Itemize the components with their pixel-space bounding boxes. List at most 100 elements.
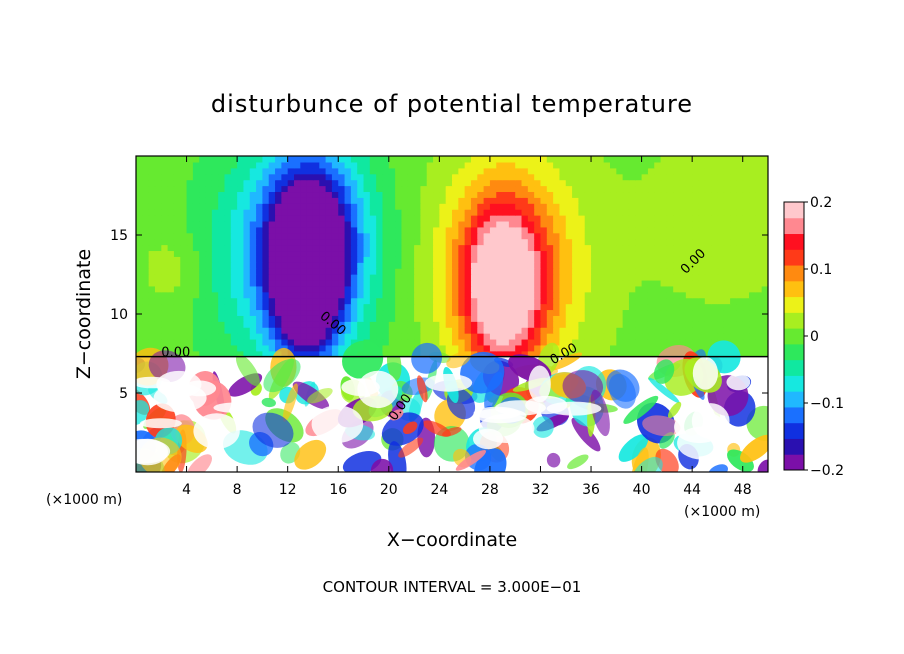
field-cell [572, 315, 579, 322]
field-cell [553, 315, 561, 322]
field-cell [711, 297, 719, 305]
field-cell [692, 321, 700, 328]
field-cell [294, 191, 301, 198]
field-cell [224, 209, 232, 216]
field-cell [578, 297, 586, 305]
field-cell [382, 250, 390, 257]
field-cell [249, 338, 257, 346]
field-cell [167, 250, 175, 257]
colorbar-swatch [784, 422, 804, 439]
field-cell [698, 327, 706, 334]
field-cell [654, 350, 662, 358]
field-cell [565, 209, 573, 216]
field-cell [483, 179, 491, 187]
boundary-layer-turbulence [136, 340, 768, 472]
field-cell [192, 209, 200, 216]
field-cell [262, 338, 270, 346]
field-cell [515, 262, 523, 269]
field-cell [180, 167, 188, 175]
field-cell [439, 203, 447, 210]
field-cell [268, 197, 276, 204]
field-cell [312, 285, 320, 293]
field-cell [382, 262, 390, 269]
field-cell [654, 226, 662, 234]
field-cell [477, 191, 485, 198]
field-cell [477, 274, 485, 281]
field-cell [502, 262, 510, 269]
field-cell [755, 274, 763, 281]
field-cell [161, 279, 169, 287]
field-cell [167, 209, 175, 216]
field-cell [369, 309, 377, 316]
field-cell [591, 173, 598, 181]
field-cell [439, 250, 447, 257]
field-cell [470, 161, 478, 169]
field-cell [262, 350, 270, 358]
field-cell [363, 315, 371, 322]
field-cell [546, 156, 554, 163]
field-cell [730, 209, 737, 216]
field-cell [654, 203, 662, 210]
field-cell [325, 285, 333, 293]
field-cell [350, 167, 358, 175]
field-cell [211, 268, 219, 275]
field-cell [452, 226, 459, 234]
field-cell [237, 338, 245, 346]
field-cell [350, 303, 358, 311]
field-cell [704, 244, 712, 252]
x-axis-ticks: 4 8 12 16 20 24 28 32 36 40 44 48 [182, 156, 752, 498]
field-cell [338, 333, 346, 340]
field-cell [243, 333, 251, 340]
field-cell [395, 179, 403, 187]
field-cell [312, 321, 320, 328]
field-cell [256, 309, 263, 316]
field-cell [698, 232, 706, 240]
field-cell [192, 262, 200, 269]
field-cell [603, 268, 611, 275]
field-cell [654, 220, 662, 228]
field-cell [382, 285, 390, 293]
field-cell [161, 315, 169, 322]
field-cell [540, 179, 548, 187]
field-cell [736, 274, 744, 281]
field-cell [230, 303, 238, 311]
field-cell [660, 179, 668, 187]
field-cell [344, 226, 352, 234]
field-cell [496, 321, 504, 328]
field-cell [433, 303, 440, 311]
field-cell [173, 197, 181, 204]
field-cell [515, 327, 523, 334]
field-cell [338, 156, 346, 163]
field-cell [534, 327, 542, 334]
field-cell [414, 315, 421, 322]
field-cell [268, 297, 276, 305]
field-cell [711, 285, 719, 293]
field-cell [300, 226, 308, 234]
field-cell [268, 309, 276, 316]
field-cell [294, 303, 301, 311]
field-cell [262, 197, 270, 204]
field-cell [477, 232, 485, 240]
field-cell [761, 297, 768, 305]
field-cell [597, 279, 605, 287]
field-cell [692, 274, 700, 281]
field-cell [401, 244, 409, 252]
field-cell [761, 226, 768, 234]
field-cell [420, 303, 428, 311]
field-cell [249, 321, 257, 328]
field-cell [205, 179, 213, 187]
field-cell [249, 179, 257, 187]
field-cell [559, 321, 567, 328]
field-cell [692, 226, 700, 234]
field-cell [230, 244, 238, 252]
field-cell [376, 167, 384, 175]
field-cell [489, 297, 497, 305]
field-cell [584, 338, 592, 346]
field-cell [382, 220, 390, 228]
field-cell [698, 226, 706, 234]
field-cell [388, 220, 396, 228]
field-cell [692, 297, 700, 305]
field-cell [483, 250, 491, 257]
field-cell [572, 291, 579, 299]
field-cell [180, 226, 188, 234]
